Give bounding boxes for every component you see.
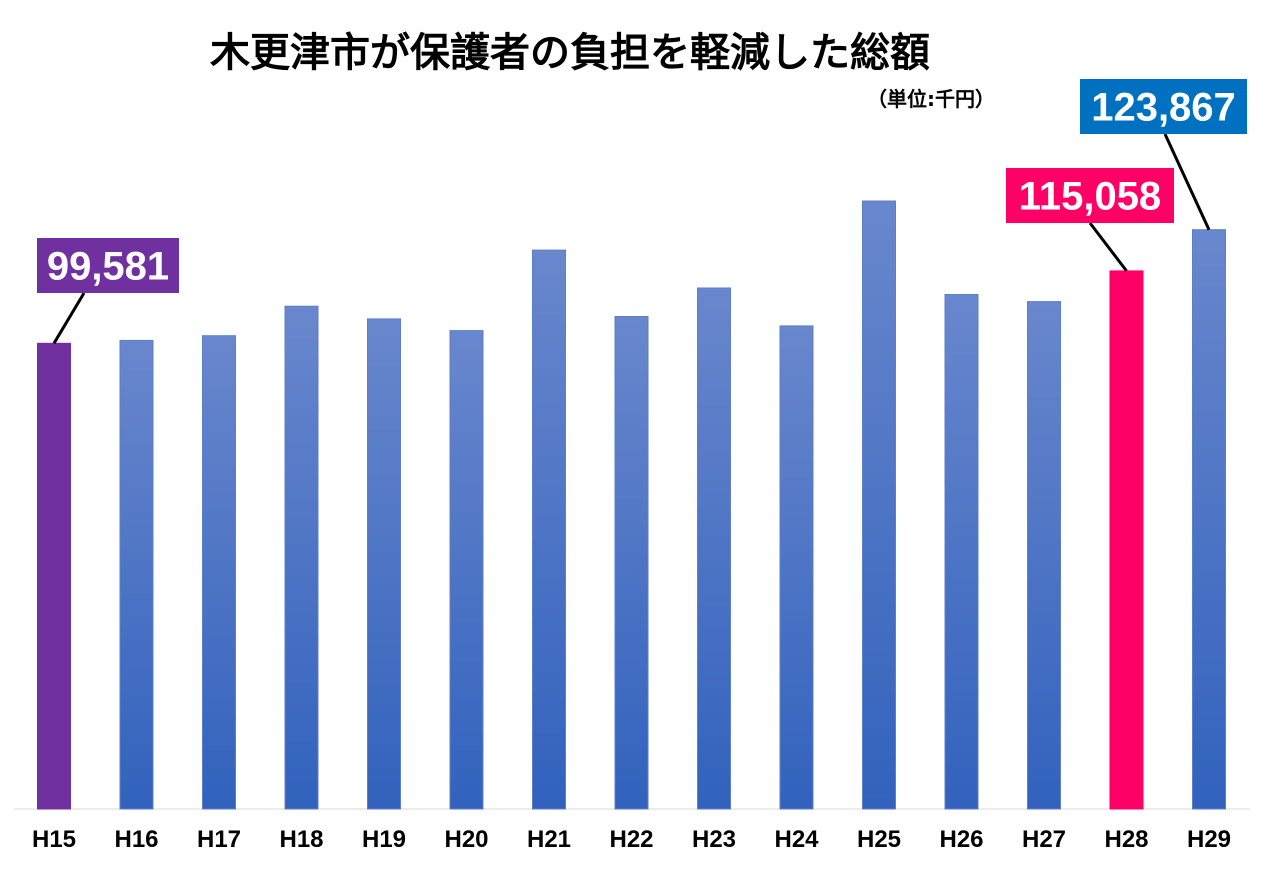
chart-title: 木更津市が保護者の負担を軽減した総額 [210, 30, 930, 76]
x-tick-label: H20 [444, 826, 488, 853]
bar-H16 [119, 339, 154, 810]
x-tick-label: H26 [939, 826, 983, 853]
x-tick-label: H19 [362, 826, 406, 853]
bar-H15 [37, 342, 71, 810]
callout-leader-H28 [1088, 222, 1128, 272]
callout-box-H28 [1006, 168, 1174, 223]
x-tick-label: H18 [279, 826, 323, 853]
x-tick-label: H17 [197, 826, 241, 853]
x-tick-label: H21 [527, 826, 571, 853]
x-tick-label: H15 [32, 826, 76, 853]
bar-H19 [367, 318, 401, 810]
x-tick-label: H27 [1022, 826, 1066, 853]
bar-H24 [779, 325, 814, 810]
bar-H29 [1192, 229, 1226, 810]
x-tick-labels: H15 H16 H17 H18 H19 H20 H21 H22 H23 H24 H25 H26 H27 H… [32, 826, 1231, 853]
bar-H17 [202, 335, 236, 810]
data-label-H15: 99,581 [47, 245, 169, 289]
x-tick-label: H16 [114, 826, 158, 853]
bar-H28 [1109, 270, 1144, 810]
callout-box-H15 [37, 238, 179, 293]
bar-H21 [532, 249, 566, 810]
bar-H22 [614, 316, 649, 810]
callout-leader-H15 [52, 292, 86, 345]
bar-H23 [697, 287, 731, 810]
bar-H26 [944, 294, 979, 810]
x-tick-label: H28 [1104, 826, 1148, 853]
value-callouts: 99,581 115,058 123,867 [37, 79, 1247, 345]
bar-H25 [862, 200, 896, 810]
data-label-H29: 123,867 [1091, 86, 1236, 130]
bar-H27 [1027, 301, 1061, 810]
bar-H20 [449, 330, 484, 810]
chart-subtitle: （単位:千円） [867, 87, 995, 111]
callout-leader-H29 [1163, 133, 1211, 231]
data-label-H28: 115,058 [1019, 175, 1161, 219]
bars [37, 200, 1226, 810]
x-tick-label: H25 [857, 826, 901, 853]
bar-H18 [284, 305, 319, 810]
x-tick-label: H24 [774, 826, 819, 853]
callout-box-H29 [1080, 79, 1247, 134]
x-tick-label: H23 [692, 826, 736, 853]
x-tick-label: H22 [609, 826, 653, 853]
x-tick-label: H29 [1187, 826, 1231, 853]
